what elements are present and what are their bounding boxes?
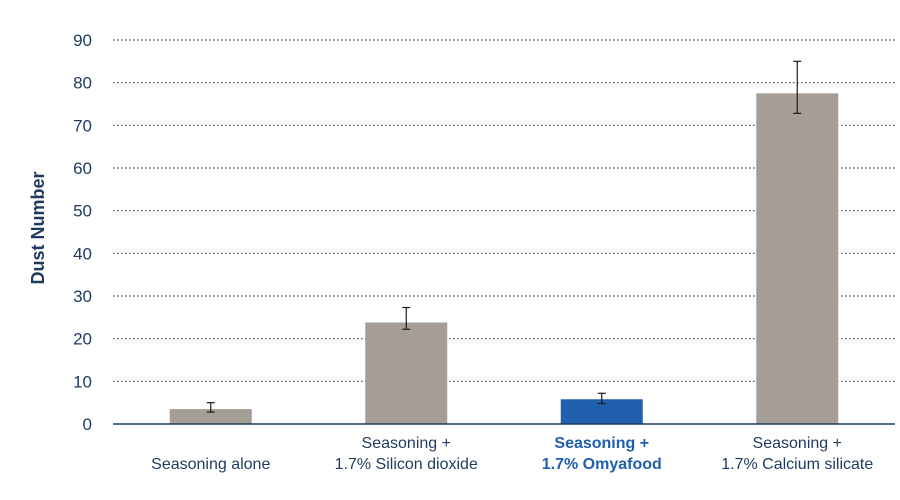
y-tick-label: 0 <box>83 415 92 434</box>
y-tick-label: 60 <box>73 159 92 178</box>
y-tick-label: 80 <box>73 74 92 93</box>
y-tick-label: 70 <box>73 116 92 135</box>
y-tick-label: 40 <box>73 244 92 263</box>
y-tick-labels: 0 10 20 30 40 50 60 70 80 90 <box>73 31 92 434</box>
category-label: Seasoning + <box>753 435 842 452</box>
y-tick-label: 90 <box>73 31 92 50</box>
y-tick-label: 30 <box>73 287 92 306</box>
y-tick-label: 20 <box>73 330 92 349</box>
category-labels: Seasoning alone Seasoning + 1.7% Silicon d… <box>151 435 873 473</box>
category-label: Seasoning alone <box>151 456 270 473</box>
y-axis-label: Dust Number <box>28 171 48 284</box>
error-bars <box>206 60 802 413</box>
category-label: 1.7% Calcium silicate <box>721 456 873 473</box>
category-label: 1.7% Silicon dioxide <box>335 456 478 473</box>
bar <box>365 322 448 424</box>
bar <box>756 93 839 424</box>
category-label: 1.7% Omyafood <box>542 456 662 473</box>
y-tick-label: 50 <box>73 202 92 221</box>
category-label: Seasoning + <box>362 435 451 452</box>
bars <box>169 93 839 424</box>
bar <box>169 409 252 424</box>
y-tick-label: 10 <box>73 372 92 391</box>
category-label: Seasoning + <box>554 435 649 452</box>
